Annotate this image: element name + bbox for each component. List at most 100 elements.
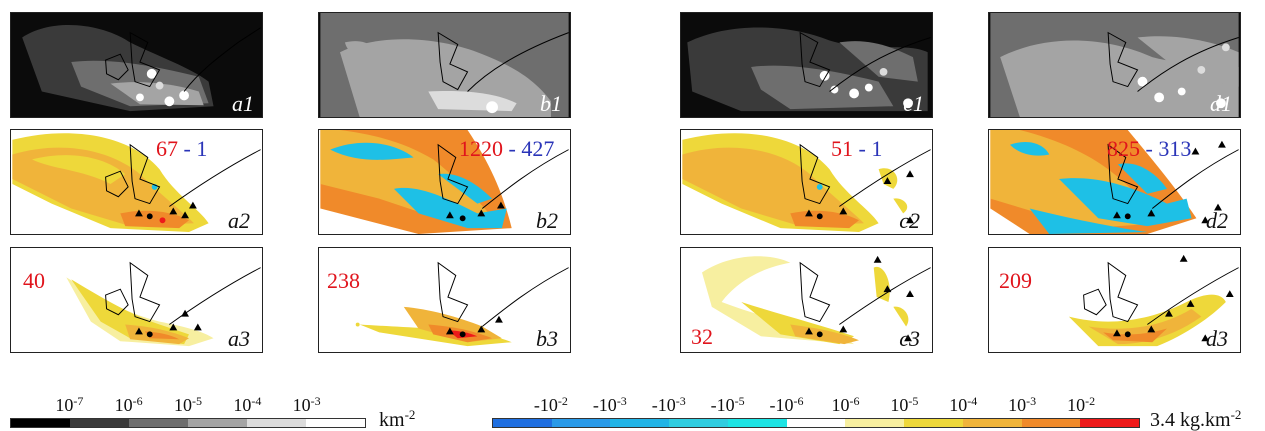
grayscale-unit-exp: -2 (404, 407, 416, 422)
panel-label: b3 (536, 326, 558, 351)
grayscale-swatch (306, 419, 365, 427)
color-tick-exp: -3 (675, 394, 686, 408)
color-unit-prefix: 3.4 kg.km (1150, 409, 1231, 431)
panel-b3-map (355, 261, 569, 347)
panel-label: c3 (899, 326, 920, 351)
count-separator: - (178, 136, 197, 161)
count-separator: - (503, 136, 522, 161)
count-red: 1220 (459, 136, 503, 161)
grayscale-tick-exp: -7 (73, 394, 84, 408)
color-tick-base: 10 (890, 395, 909, 415)
panel-b2: 1220 - 427 b2 (318, 129, 571, 235)
color-swatch (669, 419, 728, 427)
panel-label: a3 (228, 326, 250, 351)
panel-a2: 67 - 1 a2 (10, 129, 263, 235)
panel-label: a2 (228, 208, 250, 233)
color-unit-exp: -2 (1230, 407, 1242, 422)
grayscale-colorbar (10, 418, 366, 428)
color-tick-base: 10 (1008, 395, 1027, 415)
color-swatch (786, 419, 846, 427)
color-tick-base: 10 (949, 395, 968, 415)
panel-b2-map (320, 130, 569, 234)
panel-label: c2 (899, 208, 920, 233)
color-tick-label: -10-3 (593, 392, 627, 414)
grayscale-tick-base: 10 (55, 395, 74, 415)
color-tick-label: -10-5 (711, 392, 745, 414)
count-solo: 209 (999, 270, 1032, 292)
color-tick-exp: -4 (967, 394, 978, 408)
panel-label: c1 (903, 91, 924, 116)
grayscale-tick-label: 10-6 (115, 392, 143, 414)
panel-label: b1 (540, 91, 562, 116)
color-swatch (904, 419, 963, 427)
panel-d1-map (990, 13, 1239, 117)
color-tick-base: -10 (592, 395, 617, 415)
grayscale-swatch (247, 419, 306, 427)
grayscale-swatch (11, 419, 70, 427)
color-swatch (493, 419, 552, 427)
grayscale-swatch (188, 419, 247, 427)
color-swatch (1021, 419, 1081, 427)
color-tick-base: -10 (651, 395, 676, 415)
panel-label: b2 (536, 208, 558, 233)
panel-d3: 209 d3 (988, 247, 1241, 353)
grayscale-tick-exp: -5 (192, 394, 202, 408)
color-swatch (1080, 419, 1140, 427)
panel-label: d2 (1206, 208, 1228, 233)
panel-c1: c1 (680, 12, 933, 118)
panel-b3: 238 b3 (318, 247, 571, 353)
panel-a3: 40 a3 (10, 247, 263, 353)
count-blue: 1 (871, 136, 883, 161)
grayscale-tick-exp: -6 (132, 394, 143, 408)
count-pair: 67 - 1 (156, 138, 207, 160)
count-red: 209 (999, 268, 1032, 293)
color-swatch (551, 419, 611, 427)
panel-c3-map (702, 255, 931, 345)
color-tick-exp: -2 (557, 394, 568, 408)
color-tick-exp: -6 (793, 394, 804, 408)
color-swatch (845, 419, 905, 427)
panel-label: a1 (232, 91, 254, 116)
count-separator: - (1140, 136, 1159, 161)
count-solo: 40 (23, 270, 45, 292)
panel-label: d1 (1210, 91, 1232, 116)
color-tick-exp: -5 (908, 394, 919, 408)
grayscale-tick-base: 10 (292, 395, 311, 415)
grayscale-swatch (70, 419, 129, 427)
color-tick-label: -10-6 (770, 392, 804, 414)
color-tick-base: 10 (1067, 395, 1086, 415)
panel-c2-map (682, 133, 931, 233)
count-pair: 825 - 313 (1107, 138, 1191, 160)
grayscale-unit-base: km (379, 409, 405, 431)
color-unit: 3.4 kg.km-2 (1150, 405, 1241, 430)
panel-a1: a1 (10, 12, 263, 118)
color-tick-exp: -3 (1026, 394, 1037, 408)
color-tick-base: -10 (769, 395, 794, 415)
color-swatch (727, 419, 787, 427)
color-tick-label: 10-6 (831, 392, 859, 414)
panel-d2-map (990, 130, 1239, 234)
grayscale-tick-label: 10-5 (174, 392, 202, 414)
color-colorbar (492, 418, 1140, 428)
panel-b1: b1 (318, 12, 571, 118)
count-blue: 1 (196, 136, 208, 161)
count-pair: 51 - 1 (831, 138, 882, 160)
count-red: 51 (831, 136, 853, 161)
count-solo: 32 (691, 326, 713, 348)
count-red: 825 (1107, 136, 1140, 161)
color-tick-label: -10-2 (534, 392, 568, 414)
color-tick-label: -10-3 (652, 392, 686, 414)
color-tick-exp: -3 (616, 394, 627, 408)
grayscale-tick-exp: -4 (251, 394, 262, 408)
grayscale-tick-base: 10 (114, 395, 133, 415)
color-tick-base: -10 (710, 395, 735, 415)
count-solo: 238 (327, 270, 360, 292)
count-red: 40 (23, 268, 45, 293)
panel-a1-map (22, 25, 261, 112)
panel-d2: 825 - 313 d2 (988, 129, 1241, 235)
color-tick-exp: -2 (1085, 394, 1096, 408)
count-blue: 427 (521, 136, 555, 161)
grayscale-unit: km-2 (379, 405, 415, 430)
panel-label: d3 (1206, 326, 1228, 351)
